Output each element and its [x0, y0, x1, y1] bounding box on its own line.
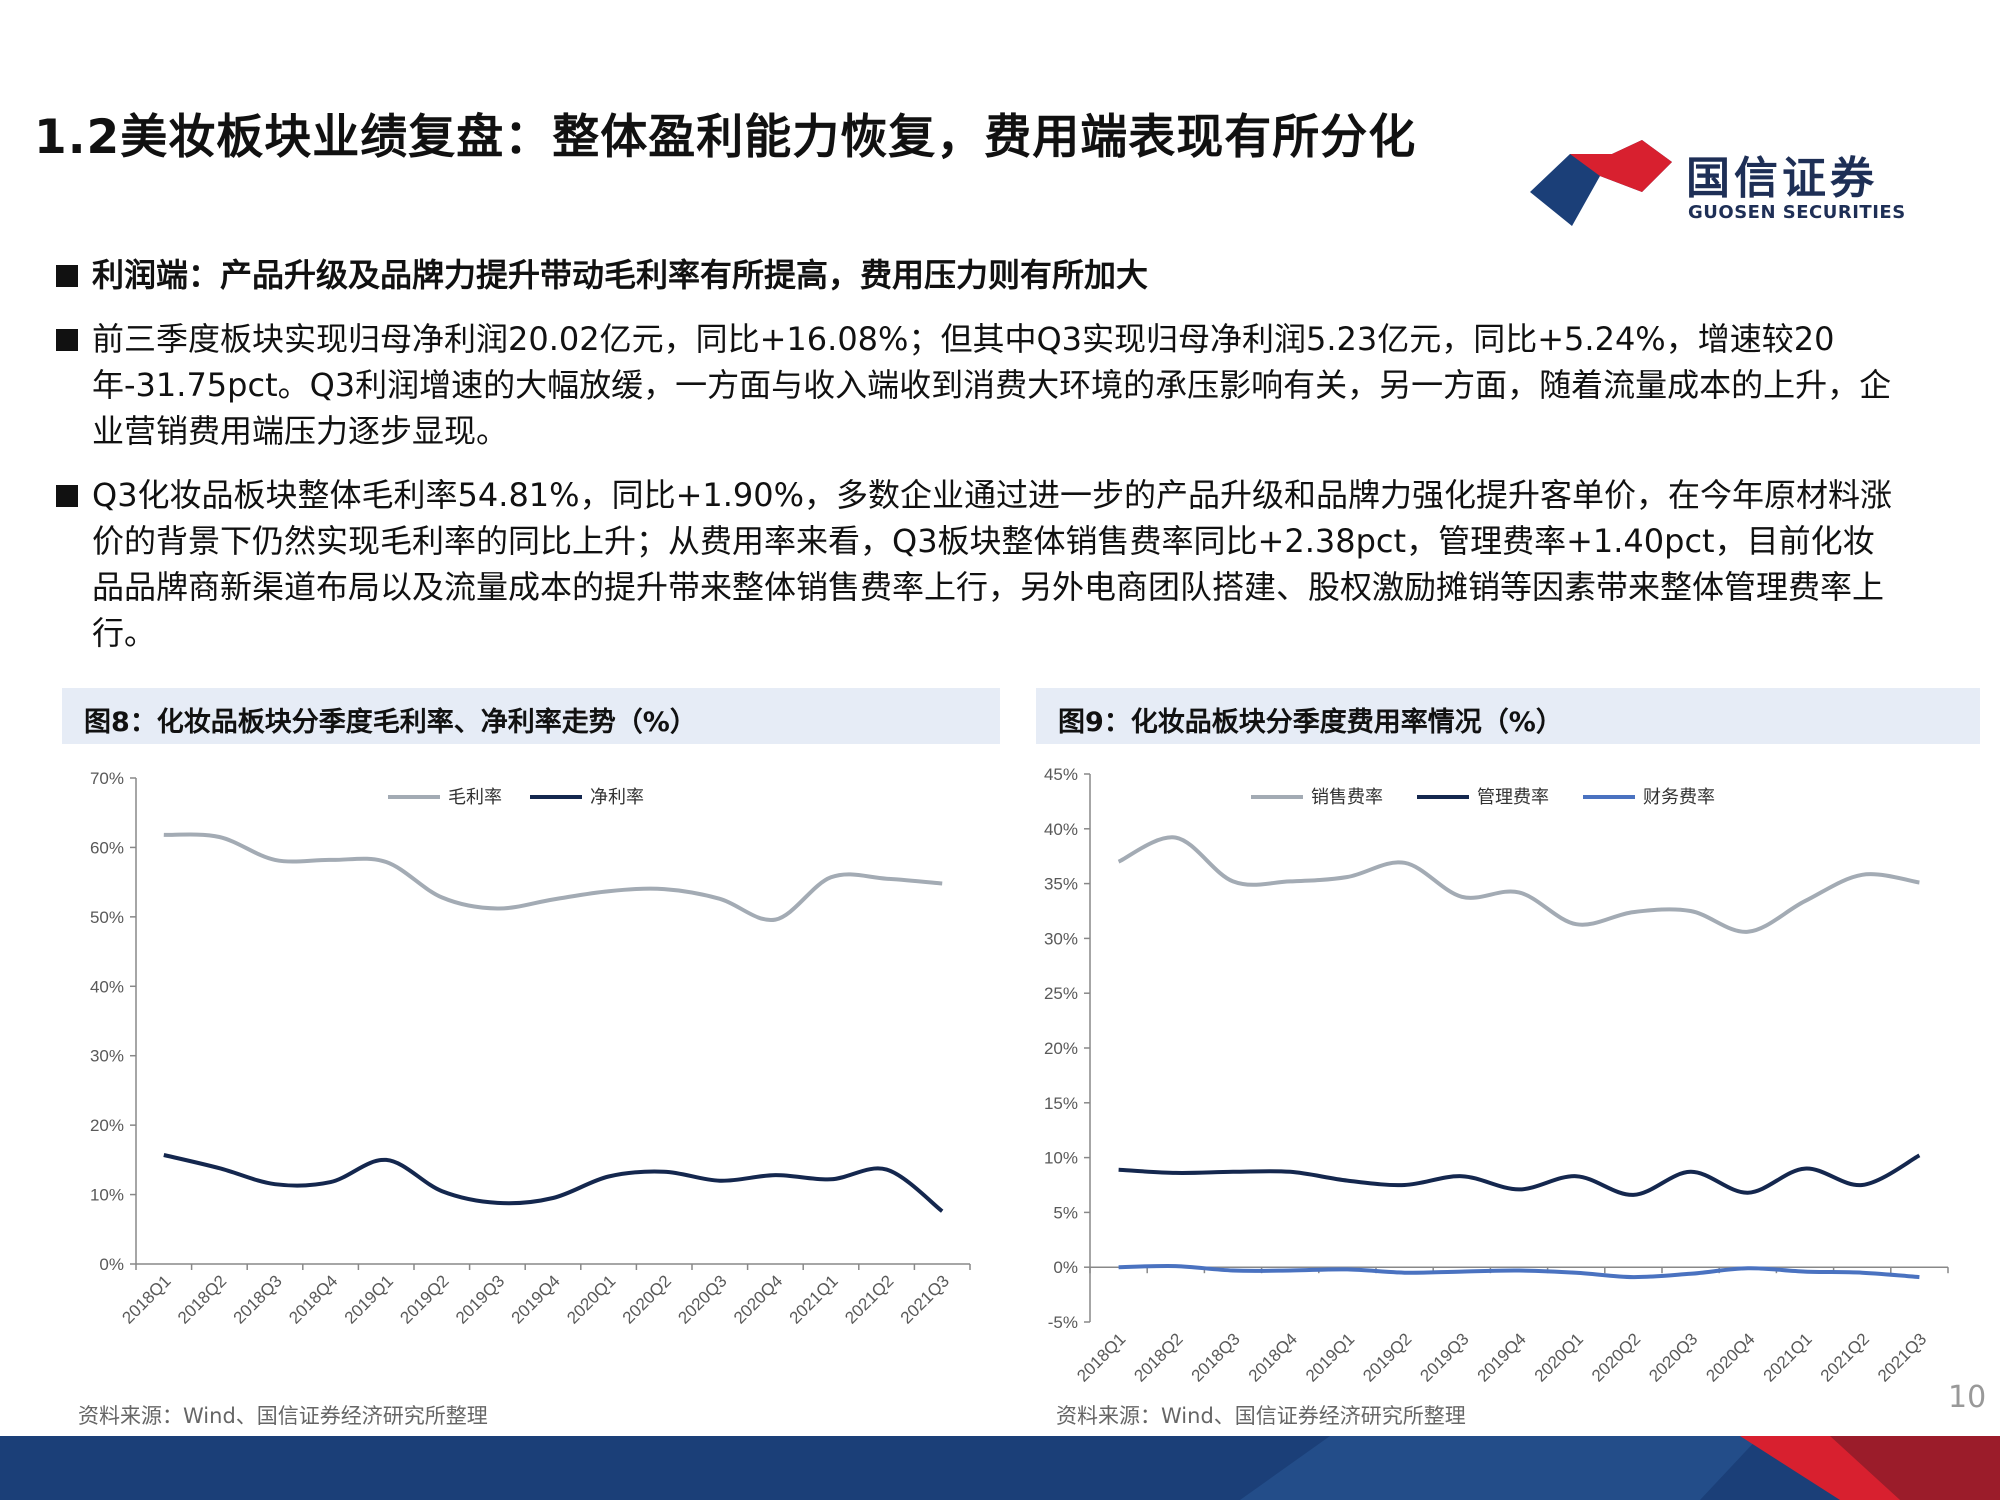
bullet-square-icon	[56, 485, 78, 507]
x-tick-label: 2019Q4	[508, 1271, 564, 1327]
y-tick-label: 30%	[90, 1047, 124, 1066]
slide-title: 1.2美妆板块业绩复盘：整体盈利能力恢复，费用端表现有所分化	[34, 110, 1417, 165]
logo-text-en: GUOSEN SECURITIES	[1688, 202, 1906, 223]
x-tick-label: 2021Q2	[1817, 1329, 1873, 1385]
x-tick-label: 2021Q2	[841, 1271, 897, 1327]
series-line-1	[1117, 835, 1920, 934]
x-tick-label: 2018Q1	[1073, 1329, 1129, 1385]
x-tick-label: 2020Q2	[1588, 1329, 1644, 1385]
x-tick-label: 2020Q3	[1645, 1329, 1701, 1385]
y-tick-label: 50%	[90, 908, 124, 927]
x-tick-label: 2019Q3	[452, 1271, 508, 1327]
x-tick-label: 2019Q2	[1359, 1329, 1415, 1385]
legend-label-2: 管理费率	[1477, 787, 1549, 807]
y-tick-label: 40%	[1044, 820, 1078, 839]
y-tick-label: 60%	[90, 838, 124, 857]
x-tick-label: 2018Q4	[285, 1271, 341, 1327]
figure-9-heading: 图9：化妆品板块分季度费用率情况（%）	[1058, 707, 1563, 738]
legend-label-1: 销售费率	[1311, 787, 1383, 807]
x-tick-label: 2020Q4	[730, 1271, 786, 1327]
y-tick-label: 0%	[99, 1255, 124, 1274]
x-tick-label: 2018Q2	[174, 1271, 230, 1327]
y-tick-label: 20%	[90, 1116, 124, 1135]
x-tick-label: 2018Q3	[1188, 1329, 1244, 1385]
series-line-2	[163, 1153, 944, 1213]
x-tick-label: 2018Q2	[1130, 1329, 1186, 1385]
x-tick-label: 2019Q4	[1474, 1329, 1530, 1385]
bullet-square-icon	[56, 329, 78, 351]
guosen-logo-icon	[1530, 140, 1672, 226]
series-line-1	[163, 832, 943, 922]
x-tick-label: 2020Q1	[1531, 1329, 1587, 1385]
series-line-3	[1118, 1263, 1920, 1280]
y-tick-label: 5%	[1053, 1203, 1078, 1222]
legend-label-1: 毛利率	[448, 787, 502, 807]
page-number: 10	[1948, 1380, 1987, 1415]
figure-8-heading-bar: 图8：化妆品板块分季度毛利率、净利率走势（%）	[62, 688, 1000, 744]
x-tick-label: 2020Q1	[563, 1271, 619, 1327]
x-tick-label: 2020Q3	[674, 1271, 730, 1327]
y-tick-label: 20%	[1044, 1039, 1078, 1058]
footer-band	[0, 1436, 2000, 1500]
y-tick-label: 35%	[1044, 875, 1078, 894]
x-tick-label: 2021Q3	[1874, 1329, 1930, 1385]
x-tick-label: 2020Q4	[1702, 1329, 1758, 1385]
guosen-logo: 国信证券 GUOSEN SECURITIES	[1530, 140, 1905, 230]
y-tick-label: 0%	[1053, 1258, 1078, 1277]
bullet-gross-margin: Q3化妆品板块整体毛利率54.81%，同比+1.90%，多数企业通过进一步的产品…	[56, 472, 1896, 656]
y-tick-label: 15%	[1044, 1094, 1078, 1113]
x-tick-label: 2018Q4	[1245, 1329, 1301, 1385]
figure-8-source: 资料来源：Wind、国信证券经济研究所整理	[78, 1404, 488, 1428]
logo-text-cn: 国信证券	[1686, 153, 1878, 204]
x-tick-label: 2019Q1	[341, 1271, 397, 1327]
figure-8-heading: 图8：化妆品板块分季度毛利率、净利率走势（%）	[84, 707, 697, 738]
figure-9-heading-bar: 图9：化妆品板块分季度费用率情况（%）	[1036, 688, 1980, 744]
y-tick-label: 70%	[90, 769, 124, 788]
x-tick-label: 2021Q1	[1760, 1329, 1816, 1385]
y-tick-label: 45%	[1044, 765, 1078, 784]
y-tick-label: 10%	[90, 1186, 124, 1205]
figure-9-source: 资料来源：Wind、国信证券经济研究所整理	[1056, 1404, 1466, 1428]
y-tick-label: 25%	[1044, 984, 1078, 1003]
x-tick-label: 2018Q3	[230, 1271, 286, 1327]
legend-label-2: 净利率	[590, 787, 644, 807]
bullet-net-profit: 前三季度板块实现归母净利润20.02亿元，同比+16.08%；但其中Q3实现归母…	[56, 316, 1896, 454]
legend-label-3: 财务费率	[1643, 787, 1715, 807]
x-tick-label: 2019Q1	[1302, 1329, 1358, 1385]
bullet-square-icon	[56, 265, 78, 287]
y-tick-label: -5%	[1048, 1313, 1078, 1332]
y-tick-label: 30%	[1044, 929, 1078, 948]
y-tick-label: 40%	[90, 977, 124, 996]
x-tick-label: 2018Q1	[118, 1271, 174, 1327]
x-tick-label: 2021Q1	[786, 1271, 842, 1327]
x-tick-label: 2019Q2	[396, 1271, 452, 1327]
y-tick-label: 10%	[1044, 1149, 1078, 1168]
bullet-profit-heading: 利润端：产品升级及品牌力提升带动毛利率有所提高，费用压力则有所加大	[56, 252, 1896, 298]
x-tick-label: 2021Q3	[897, 1271, 953, 1327]
series-line-2	[1118, 1153, 1921, 1197]
x-tick-label: 2019Q3	[1416, 1329, 1472, 1385]
x-tick-label: 2020Q2	[619, 1271, 675, 1327]
